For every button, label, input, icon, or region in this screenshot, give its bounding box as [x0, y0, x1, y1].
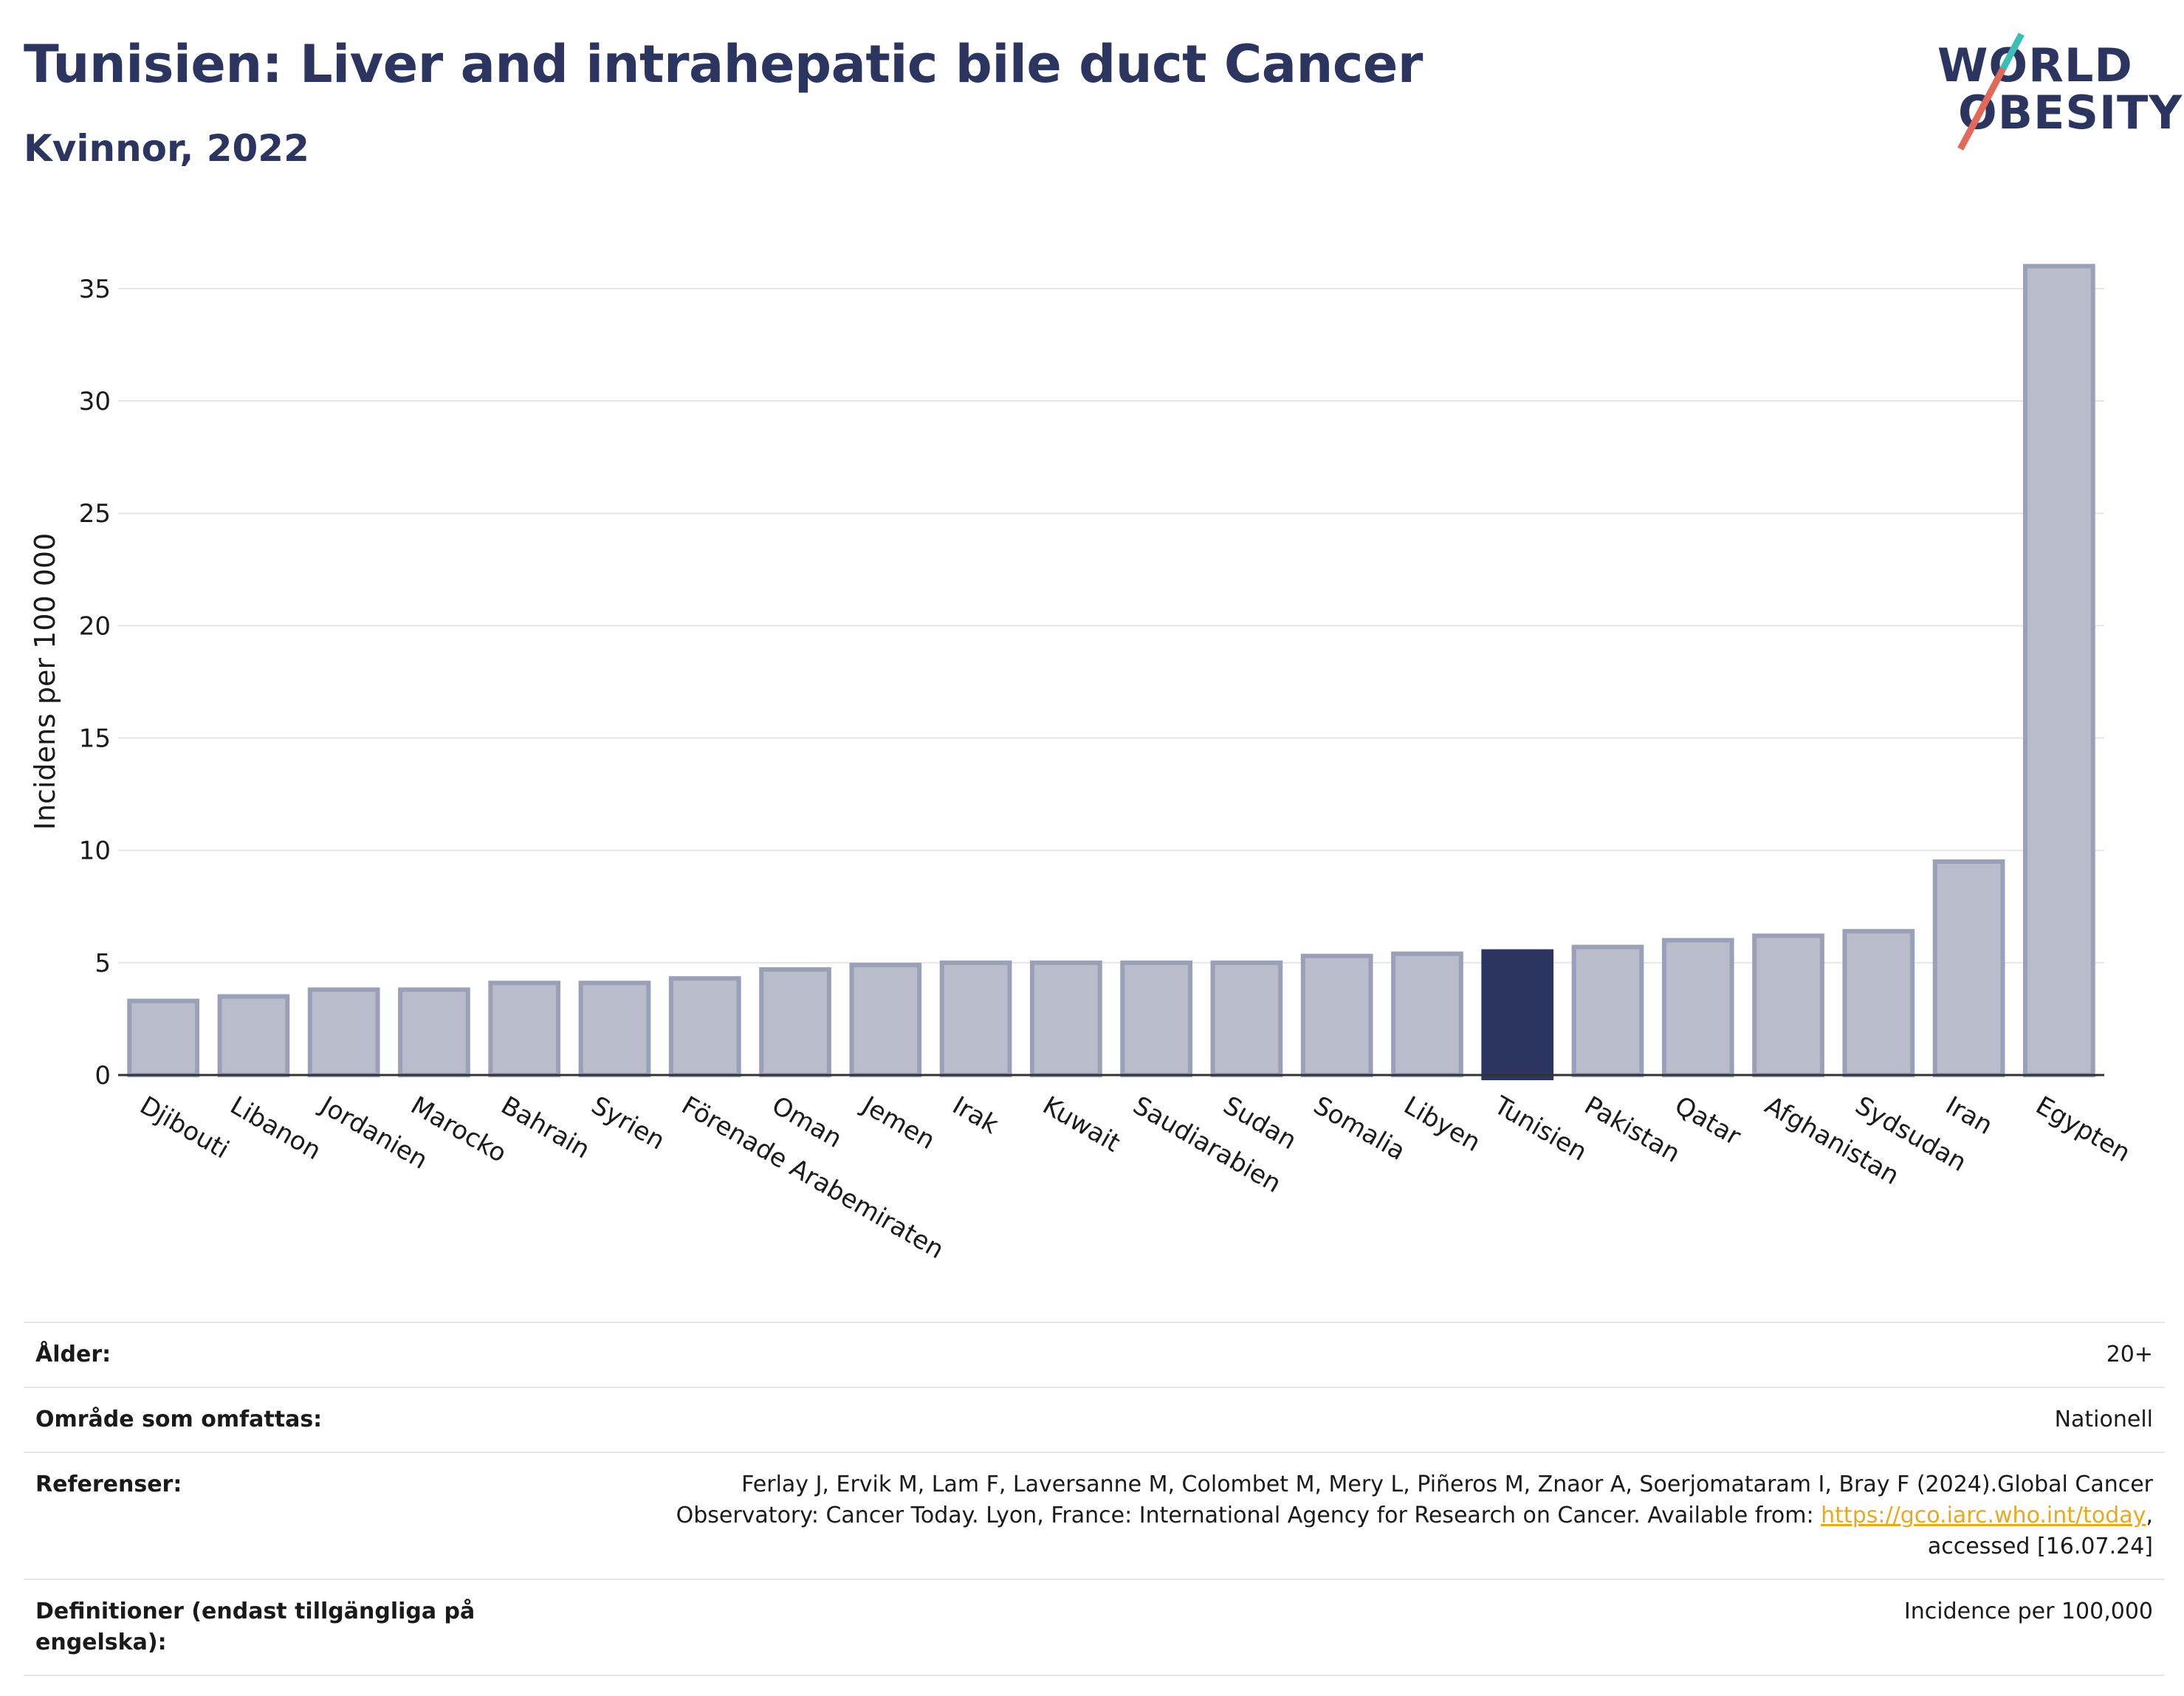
bar-egypten[interactable]: [2023, 264, 2095, 1078]
references-label: Referenser:: [35, 1472, 182, 1497]
y-tick-label: 10: [79, 837, 111, 866]
references-value: Ferlay J, Ervik M, Lam F, Laversanne M, …: [676, 1469, 2153, 1562]
y-tick-label: 5: [95, 949, 111, 978]
x-tick-label: Somalia: [1308, 1091, 1410, 1167]
definitions-label: Definitioner (endast tillgängliga på eng…: [35, 1599, 475, 1655]
meta-row-references: Referenser: Ferlay J, Ervik M, Lam F, La…: [24, 1452, 2165, 1579]
bar-afghanistan[interactable]: [1752, 933, 1824, 1078]
chart-title: Tunisien: Liver and intrahepatic bile du…: [24, 34, 1423, 95]
y-tick-label: 20: [79, 611, 111, 641]
x-tick-label: Pakistan: [1579, 1091, 1685, 1169]
y-tick-label: 15: [79, 724, 111, 754]
x-tick-label: Syrien: [586, 1091, 670, 1156]
chart-subtitle: Kvinnor, 2022: [24, 127, 309, 170]
y-tick-label: 35: [79, 275, 111, 304]
meta-row-area: Område som omfattas: Nationell: [24, 1387, 2165, 1452]
x-tick-label: Bahrain: [496, 1091, 595, 1164]
bar-jordanien[interactable]: [307, 987, 380, 1078]
world-obesity-logo: WORLD OBESITY: [1920, 16, 2182, 164]
bar-bahrain[interactable]: [488, 981, 561, 1078]
references-link[interactable]: https://gco.iarc.who.int/today: [1821, 1503, 2146, 1528]
bar-somalia[interactable]: [1300, 953, 1373, 1078]
bar-sydsudan[interactable]: [1842, 929, 1915, 1077]
x-tick-label: Libyen: [1398, 1091, 1485, 1158]
y-tick-label: 30: [79, 387, 111, 416]
x-tick-label: Kuwait: [1037, 1091, 1124, 1158]
x-tick-label: Tunisien: [1488, 1091, 1592, 1167]
logo-word-2: OBESITY: [1958, 86, 2183, 140]
x-tick-label: Djibouti: [135, 1091, 234, 1165]
y-axis-label: Incidens per 100 000: [29, 533, 61, 831]
bar-förenade-arabemiraten[interactable]: [668, 976, 741, 1077]
logo-word-1: WORLD: [1937, 38, 2133, 92]
bar-saudiarabien[interactable]: [1120, 960, 1192, 1078]
bar-sudan[interactable]: [1210, 960, 1283, 1078]
bar-libanon[interactable]: [217, 994, 290, 1077]
bar-chart: 0 5 10 15 20 25 30 35 DjiboutiLibanonJordanienM…: [29, 264, 2135, 1265]
definitions-value: Incidence per 100,000: [1903, 1599, 2153, 1624]
y-tick-label: 25: [79, 499, 111, 529]
references-text-1: Ferlay J, Ervik M, Lam F, Laversanne M, …: [741, 1472, 2153, 1497]
bar-djibouti[interactable]: [127, 998, 199, 1078]
bar-libyen[interactable]: [1391, 951, 1463, 1078]
age-label: Ålder:: [35, 1342, 111, 1367]
bar-iran[interactable]: [1932, 859, 2005, 1077]
x-tick-label: Libanon: [225, 1091, 326, 1166]
references-text-4: accessed [16.07.24]: [1927, 1534, 2153, 1559]
x-tick-label: Irak: [947, 1091, 1003, 1140]
bar-marocko[interactable]: [398, 987, 470, 1078]
bar-tunisien[interactable]: [1481, 949, 1554, 1080]
bar-syrien[interactable]: [578, 981, 651, 1078]
x-tick-label: Jemen: [856, 1090, 940, 1156]
bar-qatar[interactable]: [1661, 938, 1734, 1077]
age-value: 20+: [2106, 1342, 2153, 1367]
x-axis-labels: DjiboutiLibanonJordanienMarockoBahrainSy…: [135, 1090, 2135, 1265]
x-tick-label: Egypten: [2030, 1091, 2135, 1168]
x-tick-label: Iran: [1940, 1091, 1997, 1141]
bar-jemen[interactable]: [849, 962, 922, 1078]
area-label: Område som omfattas:: [35, 1407, 323, 1432]
meta-row-age: Ålder: 20+: [24, 1322, 2165, 1387]
area-value: Nationell: [2054, 1407, 2153, 1432]
metadata-table: Ålder: 20+ Område som omfattas: Nationel…: [24, 1322, 2165, 1676]
grid-lines: [118, 287, 2104, 964]
bar-kuwait[interactable]: [1030, 960, 1102, 1078]
references-text-2: Observatory: Cancer Today. Lyon, France:…: [676, 1503, 1821, 1528]
y-axis-ticks: 0 5 10 15 20 25 30 35: [79, 275, 111, 1091]
references-text-3: ,: [2146, 1503, 2153, 1528]
bar-irak[interactable]: [939, 960, 1012, 1078]
bars: [127, 264, 2095, 1080]
bar-oman[interactable]: [759, 967, 831, 1077]
meta-row-definitions: Definitioner (endast tillgängliga på eng…: [24, 1579, 2165, 1676]
bar-pakistan[interactable]: [1571, 944, 1644, 1078]
y-tick-label: 0: [95, 1061, 111, 1091]
